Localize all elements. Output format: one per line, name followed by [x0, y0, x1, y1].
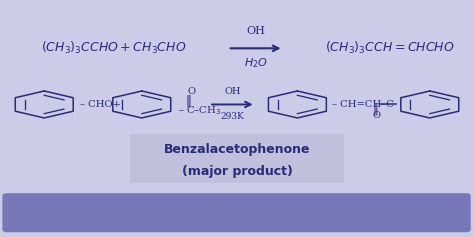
Text: Example 1 and 2 (cross aldol condensation with aldehyde and keton): Example 1 and 2 (cross aldol condensatio…: [56, 201, 418, 210]
Text: $H_2O$: $H_2O$: [244, 56, 267, 70]
FancyBboxPatch shape: [130, 134, 344, 183]
Text: ‖: ‖: [372, 103, 378, 116]
Text: – C–CH$_3$: – C–CH$_3$: [178, 105, 221, 117]
Text: $(CH_3)_3CCH= CHCHO$: $(CH_3)_3CCH= CHCHO$: [326, 40, 455, 56]
Text: – CH=CH–C: – CH=CH–C: [332, 100, 394, 109]
Text: ‖: ‖: [185, 94, 191, 107]
Text: 293K: 293K: [220, 112, 244, 121]
Text: OH: OH: [224, 87, 241, 96]
Text: O: O: [373, 111, 381, 120]
Text: O: O: [187, 87, 195, 96]
Text: – CHO+: – CHO+: [80, 100, 121, 109]
Text: (major product): (major product): [182, 165, 292, 178]
Text: $(CH_3)_3CCHO + CH_3CHO$: $(CH_3)_3CCHO + CH_3CHO$: [41, 40, 187, 56]
Text: Benzalacetophenone: Benzalacetophenone: [164, 143, 310, 156]
Text: OH: OH: [246, 27, 265, 36]
